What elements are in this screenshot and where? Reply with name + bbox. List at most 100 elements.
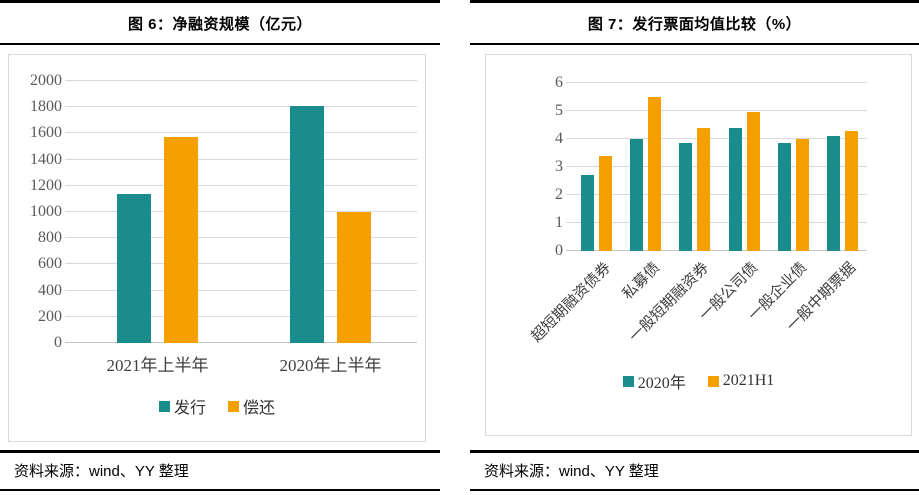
- gridline: [65, 263, 417, 265]
- figure-7-chart-frame: 0 1 2 3 4 5 6 超短期融资债券 私募债 一般短期融资券 一般公司债 一般企业债 一般中期票据…: [485, 54, 912, 436]
- plot-grid: [65, 80, 417, 343]
- legend-item: 偿还: [228, 394, 275, 418]
- bar-偿还: [337, 212, 371, 343]
- gridline: [65, 158, 417, 160]
- bars-layer: [71, 81, 417, 343]
- gridline: [566, 222, 867, 223]
- gridline: [65, 80, 417, 81]
- x-tick: 2021年上半年: [71, 351, 244, 376]
- gridline: [65, 289, 417, 291]
- top-rule: [470, 0, 919, 3]
- y-tick-label: 400: [38, 281, 62, 299]
- y-tick-label: 1800: [30, 98, 62, 116]
- bar-2020年: [630, 139, 644, 251]
- bar-2021H1: [697, 127, 711, 251]
- gridline: [65, 132, 417, 134]
- figure-6-title: 图 6：净融资规模（亿元）: [127, 15, 312, 33]
- bottom-rule: [0, 488, 440, 491]
- gridline: [566, 250, 867, 251]
- gridline: [65, 211, 417, 212]
- bar-2021H1: [599, 155, 613, 251]
- x-tick-label: 2021年上半年: [106, 356, 209, 375]
- gridline: [566, 110, 867, 111]
- y-tick-label: 1200: [30, 176, 62, 194]
- figure-7-panel: 图 7：发行票面均值比较（%） 0 1 2 3 4 5 6 超短期融资债券 私募债 一般短期融资券…: [470, 0, 919, 491]
- bar-2021H1: [648, 97, 662, 251]
- legend-label: 2020年: [637, 375, 686, 392]
- y-tick-label: 1400: [30, 150, 62, 168]
- bar-2021H1: [746, 112, 760, 251]
- y-tick-label: 5: [555, 102, 563, 119]
- x-axis-labels: 超短期融资债券 私募债 一般短期融资券 一般公司债 一般企业债 一般中期票据: [528, 251, 867, 365]
- title-rule: [470, 42, 919, 45]
- gridline: [65, 315, 417, 317]
- y-axis-labels: 0 200 400 600 800 1000 1200 1400 1600 1800 2000: [9, 73, 71, 351]
- bar-2020年: [826, 136, 840, 251]
- bar-2020年: [777, 143, 791, 251]
- source-rule: [470, 450, 919, 453]
- y-tick-label: 6: [555, 74, 563, 91]
- bar-group: [581, 155, 613, 251]
- figure-7-source: 资料来源：wind、YY 整理: [484, 462, 659, 480]
- legend-swatch: [158, 400, 170, 412]
- top-rule: [0, 0, 440, 3]
- legend-item: 2021H1: [707, 372, 775, 390]
- legend-swatch: [228, 400, 239, 412]
- figure-6-chart-frame: 0 200 400 600 800 1000 1200 1400 1600 1800 2000 202…: [8, 54, 426, 442]
- bar-偿还: [164, 136, 198, 343]
- y-tick-label: 4: [555, 130, 563, 147]
- legend-swatch: [622, 375, 634, 387]
- bar-group: [728, 112, 760, 251]
- gridline: [65, 342, 417, 343]
- bar-2021H1: [795, 139, 809, 251]
- plot-grid: [566, 82, 867, 251]
- gridline: [65, 106, 417, 108]
- bar-发行: [290, 105, 324, 343]
- bar-发行: [117, 194, 151, 343]
- y-tick-label: 0: [54, 334, 62, 351]
- x-tick-label: 2020年上半年: [279, 356, 382, 375]
- y-tick-label: 1600: [30, 124, 62, 142]
- plot-area: 0 200 400 600 800 1000 1200 1400 1600 1800 2000: [9, 73, 425, 351]
- bar-group: [117, 136, 198, 343]
- y-axis-labels: 0 1 2 3 4 5 6: [486, 75, 572, 259]
- bar-group: [777, 139, 809, 251]
- gridline: [566, 194, 867, 195]
- bar-group: [679, 127, 711, 251]
- y-tick-label: 2: [555, 186, 563, 203]
- bar-2020年: [728, 127, 742, 251]
- net-financing-bar-chart: 0 200 400 600 800 1000 1200 1400 1600 1800 2000 202…: [9, 55, 425, 438]
- bar-2020年: [679, 143, 693, 251]
- gridline: [65, 184, 417, 186]
- x-axis-labels: 2021年上半年 2020年上半年: [71, 343, 417, 378]
- source-rule: [0, 450, 440, 453]
- y-tick-label: 2000: [30, 72, 62, 89]
- legend: 2020年 2021H1: [486, 365, 911, 411]
- title-rule: [0, 42, 440, 45]
- coupon-rate-comparison-bar-chart: 0 1 2 3 4 5 6 超短期融资债券 私募债 一般短期融资券 一般公司债 一般企业债 一般中期票据…: [486, 55, 911, 411]
- gridline: [566, 82, 867, 83]
- bars-layer: [572, 83, 867, 251]
- x-tick: 2020年上半年: [244, 351, 417, 376]
- plot-area: 0 1 2 3 4 5 6: [486, 75, 911, 259]
- legend-label: 偿还: [243, 400, 276, 417]
- bottom-rule: [470, 488, 919, 491]
- legend-swatch: [707, 375, 719, 387]
- bar-group: [290, 105, 371, 343]
- y-tick-label: 600: [38, 255, 62, 273]
- legend-item: 发行: [158, 394, 206, 418]
- x-tick: 一般中期票据: [785, 251, 867, 365]
- gridline: [65, 237, 417, 239]
- figure-7-title: 图 7：发行票面均值比较（%）: [587, 15, 802, 33]
- legend-item: 2020年: [622, 369, 686, 393]
- x-tick: 超短期融资债券: [528, 251, 621, 365]
- bar-group: [826, 130, 858, 251]
- legend: 发行 偿还: [9, 378, 425, 438]
- figure-6-panel: 图 6：净融资规模（亿元） 0 200 400 600 800 1000 1200 1400 1…: [0, 0, 440, 491]
- x-tick-label: 超短期融资债券: [528, 259, 614, 346]
- bar-group: [630, 97, 662, 251]
- legend-label: 2021H1: [722, 372, 775, 389]
- figure-6-source: 资料来源：wind、YY 整理: [14, 462, 189, 480]
- gridline: [566, 166, 867, 167]
